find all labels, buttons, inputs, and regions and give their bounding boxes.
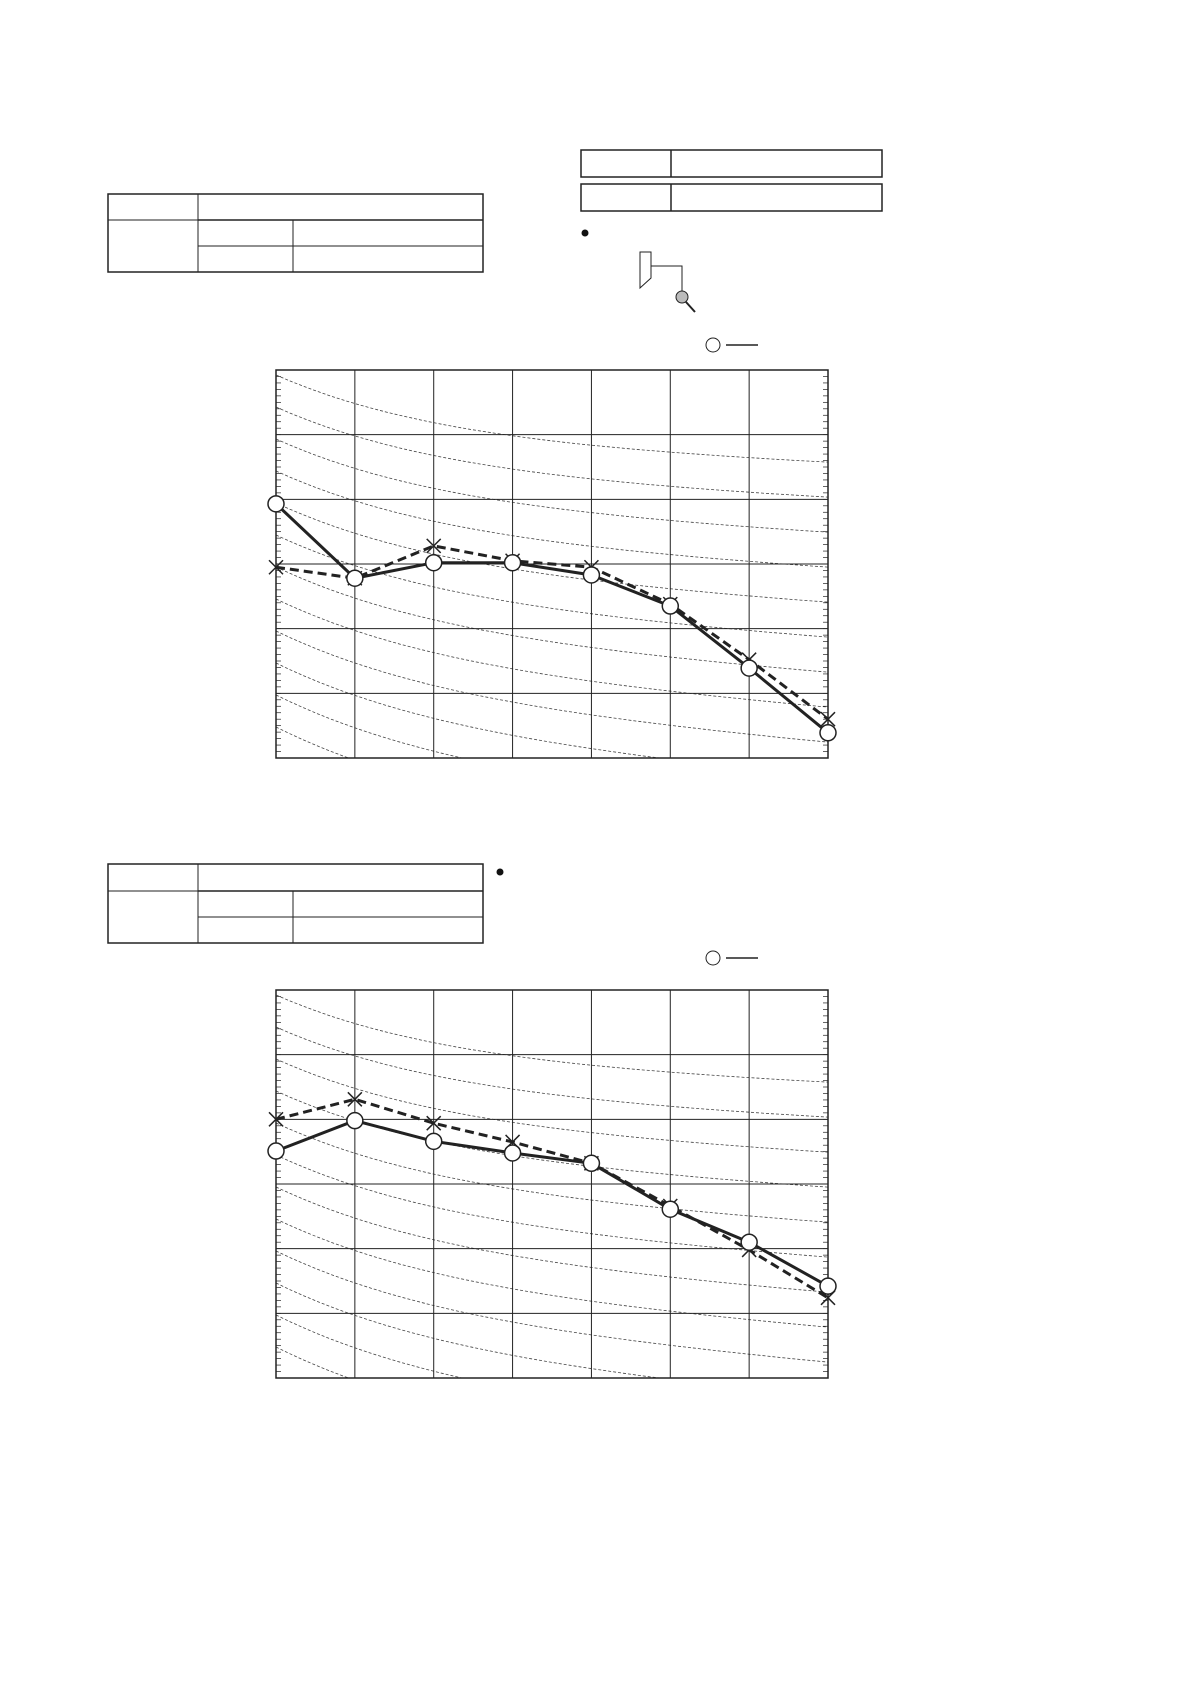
data-point xyxy=(426,1115,442,1131)
mic-head xyxy=(675,290,689,304)
reference-curve xyxy=(276,994,828,1083)
reference-curve xyxy=(276,630,828,743)
reference-curve xyxy=(276,1154,828,1258)
reference-curve xyxy=(276,1346,350,1378)
data-point xyxy=(740,659,758,677)
reference-curve xyxy=(276,1090,828,1188)
data-point xyxy=(820,711,836,727)
series-line xyxy=(275,544,829,721)
reference-curve xyxy=(276,502,828,603)
reference-curve xyxy=(276,566,828,673)
data-point xyxy=(424,553,443,572)
reference-curve xyxy=(276,1250,828,1363)
chart xyxy=(267,369,837,759)
legend-mark xyxy=(705,337,758,353)
legend-circle xyxy=(705,950,721,966)
reference-curve xyxy=(276,1122,828,1223)
series-line xyxy=(275,1119,829,1288)
reference-curve xyxy=(276,1218,828,1328)
reference-curve xyxy=(276,470,828,568)
data-point xyxy=(347,1091,363,1107)
legend-circle xyxy=(705,337,721,353)
data-point xyxy=(740,1233,758,1251)
data-point xyxy=(661,1200,680,1218)
reference-curve xyxy=(276,534,828,638)
data-point xyxy=(346,569,364,587)
reference-curve xyxy=(276,726,350,758)
reference-curve xyxy=(276,374,828,463)
reference-curve xyxy=(276,598,828,708)
data-point xyxy=(819,1277,837,1295)
condition-table xyxy=(107,193,484,273)
table-frame xyxy=(107,863,484,944)
reference-curve xyxy=(276,694,464,758)
mic-handle xyxy=(685,301,696,313)
bullet xyxy=(496,868,504,876)
data-point xyxy=(268,559,284,575)
series-line xyxy=(274,502,829,734)
reference-curve xyxy=(276,406,828,498)
spec-table xyxy=(580,149,883,212)
data-point xyxy=(267,495,285,513)
table-row xyxy=(580,183,883,212)
condition-table xyxy=(107,863,484,944)
table-frame xyxy=(107,193,484,273)
data-point xyxy=(819,724,837,742)
mic-diagram xyxy=(639,251,696,313)
reference-curve xyxy=(276,438,828,533)
reference-curves xyxy=(276,374,828,758)
data-point xyxy=(661,597,680,615)
reference-curve xyxy=(276,662,663,758)
bullet xyxy=(581,229,589,237)
data-point xyxy=(426,538,442,554)
data-point xyxy=(582,566,601,584)
reference-curve xyxy=(276,1186,828,1293)
reference-curve xyxy=(276,1379,828,1502)
reference-curves xyxy=(276,994,828,1502)
reference-curve xyxy=(276,1058,828,1153)
chart xyxy=(267,989,837,1502)
mic-lead xyxy=(651,265,683,292)
legend-mark xyxy=(705,950,758,966)
table-row xyxy=(580,149,883,178)
data-point xyxy=(268,1111,284,1127)
data-point xyxy=(267,1142,285,1160)
reference-curve xyxy=(276,1314,464,1378)
unit-icon xyxy=(639,251,652,290)
data-point xyxy=(424,1132,443,1151)
data-point xyxy=(582,1154,601,1173)
reference-curve xyxy=(276,1282,663,1378)
data-point xyxy=(503,1144,522,1162)
data-point xyxy=(346,1111,364,1130)
reference-curve xyxy=(276,1026,828,1118)
series-line xyxy=(275,1097,829,1300)
data-point xyxy=(503,553,522,572)
